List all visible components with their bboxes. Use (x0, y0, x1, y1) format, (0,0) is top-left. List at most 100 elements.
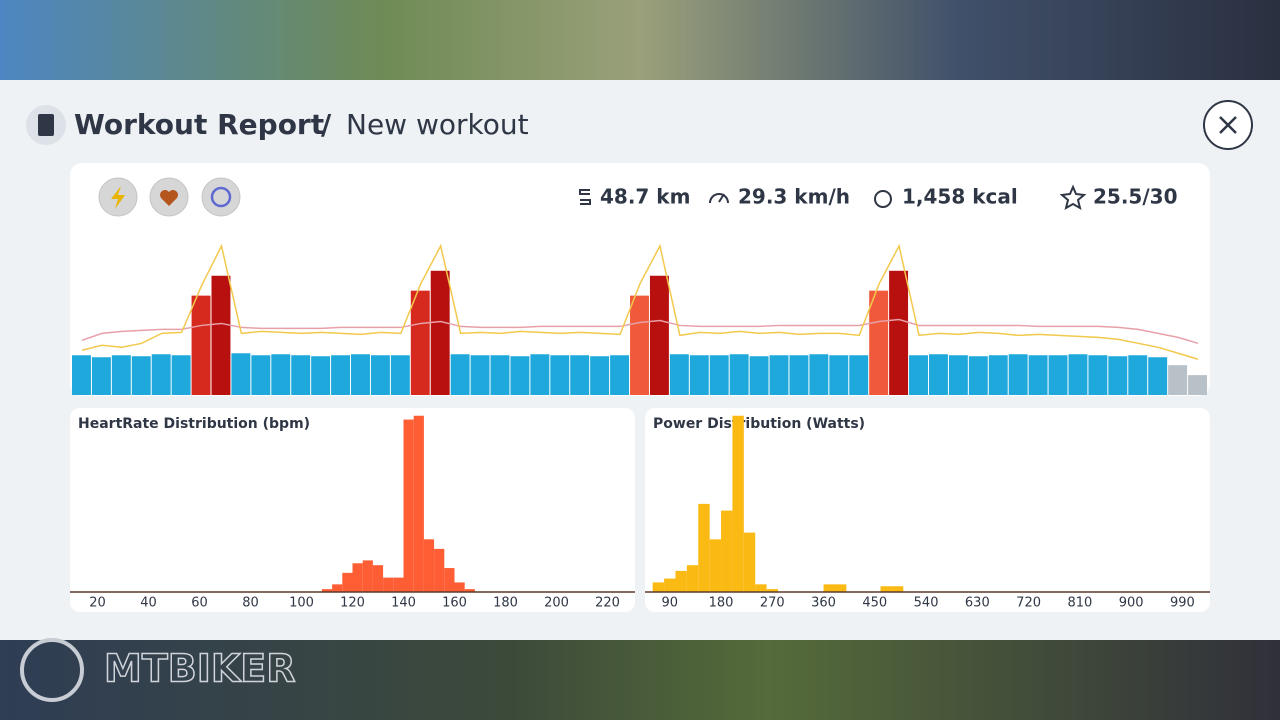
timeline-bar (928, 354, 948, 395)
timeline-bar (151, 354, 171, 395)
power-card (645, 408, 1210, 612)
histogram-bar (652, 582, 665, 592)
report-icon-glyph (38, 114, 54, 136)
histogram-bar (698, 503, 710, 592)
timeline-bar (1008, 354, 1028, 395)
timeline-bar (490, 355, 510, 395)
x-tick-label: 200 (544, 596, 569, 611)
timeline-bar (849, 355, 869, 395)
timeline-bar (351, 354, 370, 395)
timeline-bar (1028, 355, 1048, 395)
timeline-bar (171, 355, 191, 395)
histogram-bar (755, 584, 767, 592)
timeline-bar (390, 355, 410, 395)
histogram-bar (686, 565, 699, 592)
histogram-bar (362, 560, 373, 592)
timeline-bar (869, 290, 889, 395)
x-tick-label: 540 (914, 596, 939, 611)
heart-icon (160, 190, 178, 206)
stat-calories: 1,458 kcal (902, 185, 1018, 209)
histogram-bar (321, 589, 333, 592)
stat-score: 25.5/30 (1093, 185, 1177, 209)
histogram-bar (332, 584, 343, 592)
x-tick-label: 630 (965, 596, 990, 611)
close-button[interactable] (1203, 100, 1253, 150)
x-tick-label: 180 (709, 596, 734, 611)
histogram-bar (732, 415, 744, 592)
histogram-bar (444, 568, 455, 592)
cadence-icon (210, 186, 232, 208)
x-tick-label: 20 (89, 596, 106, 611)
calorie-icon (874, 190, 892, 208)
timeline-bar (809, 354, 829, 395)
timeline-bar (1128, 355, 1148, 395)
close-x[interactable] (1219, 116, 1237, 134)
timeline-bar (231, 353, 251, 395)
x-tick-label: 80 (242, 596, 259, 611)
timeline-bar (211, 275, 231, 395)
x-tick-label: 120 (340, 596, 365, 611)
timeline-bar (251, 355, 271, 395)
timeline-bar (889, 270, 909, 395)
timeline-bar (769, 355, 789, 395)
watermark-logo (20, 638, 84, 702)
timeline-bar (630, 295, 649, 395)
x-tick-label: 160 (442, 596, 467, 611)
x-tick-label: 900 (1119, 596, 1144, 611)
timeline-bar (1108, 356, 1128, 395)
timeline-line (81, 243, 1199, 360)
histogram-bar (454, 582, 465, 592)
x-tick-label: 140 (391, 596, 416, 611)
x-tick-label: 60 (191, 596, 208, 611)
timeline-bar (988, 355, 1008, 395)
histogram-bar (352, 563, 363, 592)
histogram-bar (823, 584, 835, 592)
timeline-bar (909, 355, 928, 395)
speed-icon (709, 193, 729, 204)
timeline-bar (450, 354, 470, 395)
logo-gear (20, 638, 84, 702)
histogram-bar (464, 589, 475, 592)
toggle-circle[interactable] (201, 177, 241, 217)
timeline-bar (1188, 375, 1207, 395)
x-tick-label: 180 (493, 596, 518, 611)
stat-distance: 48.7 km (600, 185, 690, 209)
timeline-bar (1148, 357, 1168, 395)
x-tick-label: 990 (1170, 596, 1195, 611)
timeline-bar (72, 355, 91, 395)
histogram-bar (372, 565, 384, 592)
timeline-bar (610, 355, 630, 395)
histogram-bar (834, 584, 847, 592)
timeline-bar (331, 355, 351, 395)
timeline-bar (91, 357, 111, 395)
timeline-bar (968, 356, 988, 395)
timeline-line (81, 318, 1199, 345)
histogram-bar (393, 577, 404, 592)
timeline-bar (689, 355, 709, 395)
x-tick-label: 450 (862, 596, 887, 611)
histogram-bar (891, 586, 904, 592)
toggle-heart[interactable] (149, 177, 189, 217)
timeline-bar (510, 356, 530, 395)
stat-speed: 29.3 km/h (738, 185, 850, 209)
timeline-bar (729, 354, 749, 395)
star-icon (1059, 184, 1087, 211)
timeline-bar (470, 355, 490, 395)
timeline-bar (789, 355, 809, 395)
timeline-bar (111, 355, 131, 395)
x-tick-label: 220 (595, 596, 620, 611)
toggle-cadence[interactable] (201, 177, 241, 217)
background-bottom (0, 640, 1280, 720)
timeline-bar (749, 356, 769, 395)
watermark: MTBIKER (104, 647, 296, 691)
hr-card (70, 408, 635, 612)
chart-title: HeartRate Distribution (bpm) (78, 416, 310, 432)
subtitle: New workout (346, 108, 529, 141)
chart-title: Power Distribution (Watts) (653, 416, 865, 432)
x-tick-label: 720 (1016, 596, 1041, 611)
timeline-bar (1088, 355, 1108, 395)
timeline-bar (311, 356, 331, 395)
histogram-bar (675, 570, 687, 592)
toggle-power[interactable] (98, 177, 138, 217)
